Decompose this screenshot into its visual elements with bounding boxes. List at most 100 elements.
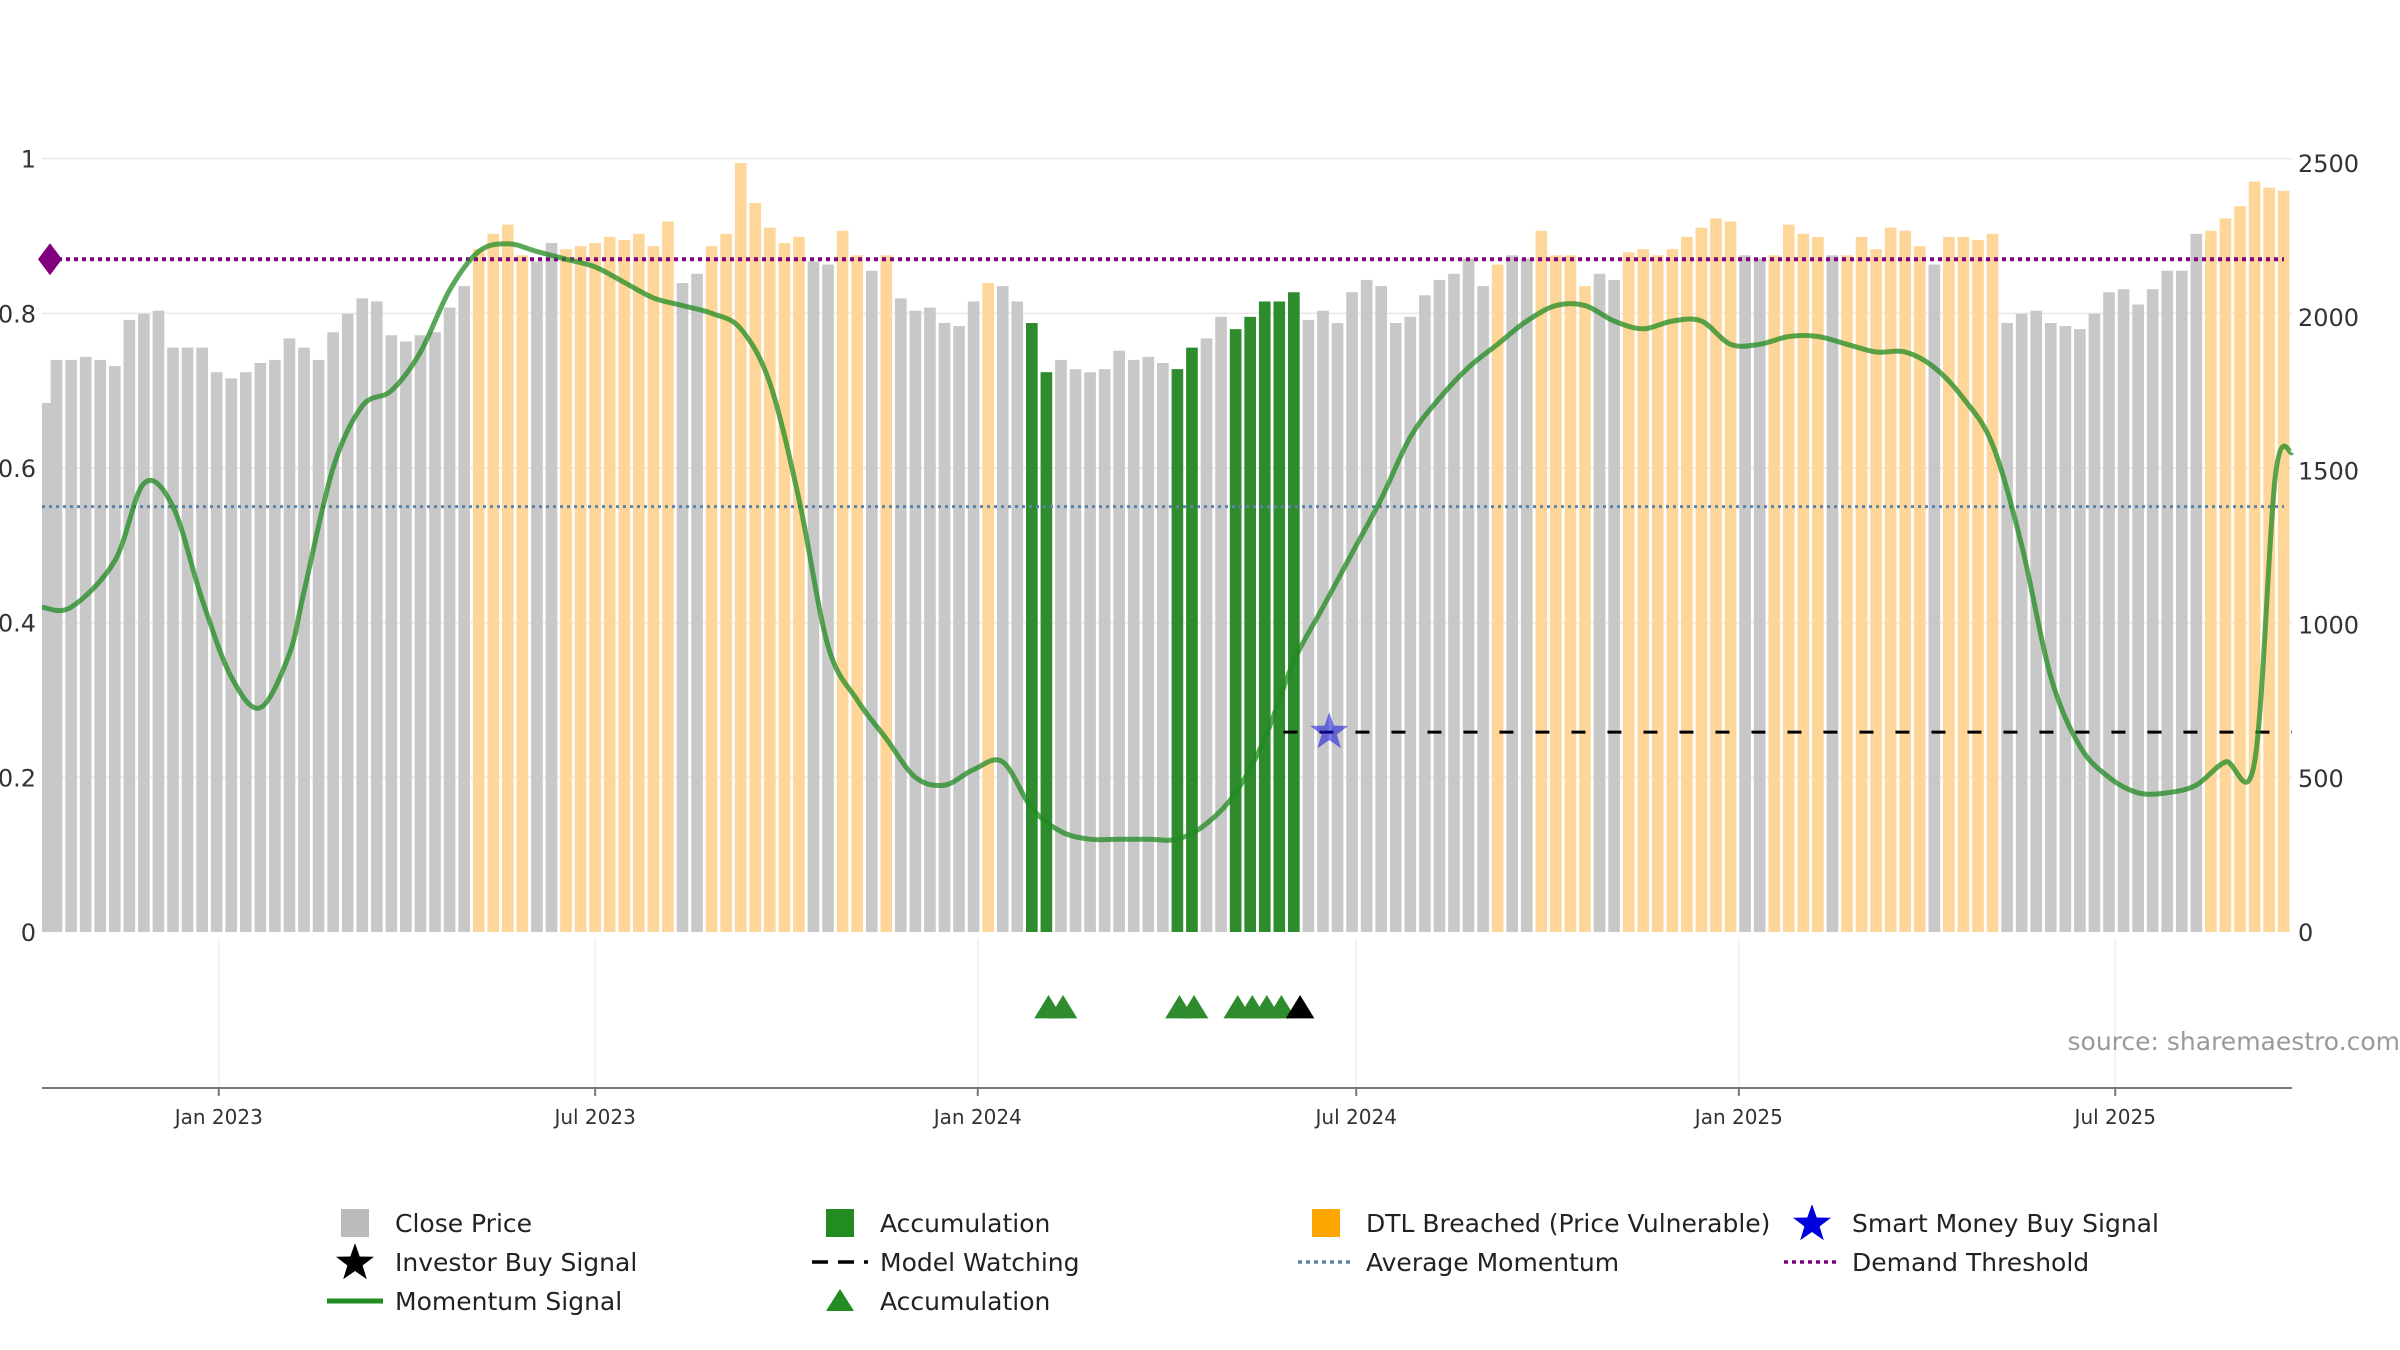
legend-dot-icon [1782, 1244, 1842, 1280]
accumulation-bar [1026, 323, 1038, 932]
close-price-bar [400, 341, 412, 932]
close-price-bar [1608, 279, 1620, 932]
x-tick-label: Jul 2023 [552, 1105, 635, 1129]
dtl-breached-bar [2248, 181, 2261, 933]
left-tick-label: 0 [21, 919, 36, 947]
legend-square-icon [810, 1205, 870, 1241]
dtl-breached-bar [1550, 255, 1562, 933]
close-price-bar [924, 307, 936, 932]
left-tick-label: 0.8 [0, 300, 36, 328]
close-price-bar [152, 310, 165, 932]
dtl-breached-bar [763, 227, 776, 933]
dtl-breached-bar [1491, 264, 1504, 932]
close-price-bar [1200, 338, 1213, 932]
dtl-breached-bar [2219, 218, 2232, 932]
lines-layer [41, 241, 2295, 843]
legend-item: Close Price [325, 1205, 532, 1241]
markers-layer [38, 243, 1349, 1019]
close-price-bar [2190, 233, 2203, 932]
dtl-breached-bar [982, 283, 994, 932]
close-price-bar [1360, 279, 1373, 932]
dtl-breached-bar [2205, 230, 2217, 932]
momentum-chart: Jan 2023 Jul 2023 Jan 2024 Jul 2024 Jan 2025… [0, 146, 2400, 1129]
legend-label: Average Momentum [1366, 1247, 1620, 1277]
legend-item: DTL Breached (Price Vulnerable) [1296, 1205, 1770, 1241]
dtl-breached-bar [1841, 255, 1853, 933]
close-price-bar [1098, 369, 1111, 932]
accumulation-bar [1229, 329, 1242, 933]
close-price-bar [1739, 255, 1751, 933]
close-price-bar [254, 362, 267, 932]
right-tick-label: 2500 [2298, 150, 2359, 178]
dtl-breached-bar [1768, 255, 1781, 933]
close-price-bar [1419, 295, 1431, 932]
close-price-bar [225, 378, 238, 932]
close-price-bar [2059, 326, 2072, 932]
dtl-breached-bar [1899, 230, 1912, 932]
accumulation-triangle [1267, 995, 1296, 1019]
bars-layer [42, 163, 2290, 933]
accumulation-triangle [1179, 995, 1209, 1019]
right-tick-label: 500 [2298, 765, 2344, 793]
accumulation-bar [1171, 369, 1184, 932]
close-price-bar [1477, 286, 1489, 932]
close-price-bar [1157, 362, 1169, 932]
close-price-bar [2175, 270, 2188, 932]
x-tick-label: Jan 2024 [932, 1105, 1022, 1129]
dtl-breached-bar [1913, 246, 1926, 932]
dtl-breached-bar [1972, 239, 1984, 933]
close-price-bar [181, 347, 194, 932]
close-price-bar [1433, 279, 1446, 932]
close-price-bar [2015, 313, 2028, 933]
dtl-breached-bar [662, 221, 674, 932]
dtl-breached-bar [2277, 190, 2290, 932]
close-price-bar [370, 301, 383, 932]
right-tick-label: 0 [2298, 919, 2313, 947]
legend-item: Accumulation [810, 1283, 1050, 1319]
left-tick-label: 0.4 [0, 610, 36, 638]
close-price-bar [909, 310, 922, 932]
demand-threshold-marker [38, 243, 62, 276]
close-price-bar [2117, 289, 2130, 933]
dtl-breached-bar [1579, 286, 1591, 932]
dtl-breached-bar [560, 249, 572, 932]
dtl-breached-bar [1957, 236, 1970, 932]
dtl-breached-bar [851, 255, 863, 933]
close-price-bar [79, 356, 92, 932]
x-tick-label: Jul 2024 [1314, 1105, 1397, 1129]
dtl-breached-bar [1870, 249, 1882, 932]
close-price-bar [676, 283, 689, 932]
dtl-breached-bar [1651, 255, 1664, 933]
left-tick-label: 0.6 [0, 455, 36, 483]
legend-item: Model Watching [810, 1244, 1080, 1280]
close-price-bar [938, 323, 951, 932]
close-price-bar [312, 359, 325, 933]
legend-item: Momentum Signal [325, 1283, 622, 1319]
dtl-breached-bar [1564, 255, 1577, 933]
dtl-breached-bar [720, 233, 732, 932]
close-price-bar [865, 270, 878, 932]
legend-label: Momentum Signal [395, 1286, 623, 1316]
close-price-bar [108, 366, 121, 932]
close-price-bar [2074, 329, 2086, 933]
x-tick-label: Jul 2025 [2073, 1105, 2156, 1129]
close-price-bar [1011, 301, 1024, 932]
close-price-bar [1389, 323, 1402, 932]
dtl-breached-bar [1622, 252, 1635, 932]
legend-label: Close Price [395, 1208, 533, 1238]
close-price-bar [1593, 273, 1606, 933]
close-price-bar [953, 326, 965, 932]
legend-label: DTL Breached (Price Vulnerable) [1366, 1208, 1771, 1238]
legend-label: Accumulation [880, 1208, 1051, 1238]
legend-item: Accumulation [810, 1205, 1050, 1241]
dtl-breached-bar [647, 246, 660, 932]
close-price-bar [1069, 369, 1082, 932]
dtl-breached-bar [1681, 236, 1693, 932]
close-price-bar [283, 338, 296, 932]
legend-dash-icon [810, 1244, 870, 1280]
legend-dot-icon [1296, 1244, 1356, 1280]
close-price-bar [429, 332, 441, 932]
close-price-bar [822, 264, 834, 932]
close-price-bar [1346, 292, 1358, 932]
close-price-bar [1506, 255, 1519, 933]
